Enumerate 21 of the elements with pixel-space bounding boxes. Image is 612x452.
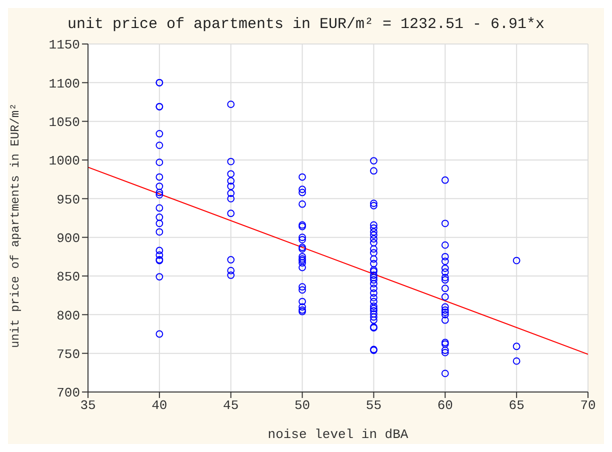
x-tick-label: 35 [80, 398, 96, 414]
y-tick-label: 1150 [48, 38, 80, 53]
y-tick-label: 750 [56, 346, 80, 362]
x-tick-label: 40 [152, 398, 168, 414]
x-tick-label: 70 [580, 398, 596, 414]
y-tick-label: 1100 [48, 76, 80, 92]
y-tick-label: 850 [56, 270, 80, 285]
x-tick-label: 50 [294, 398, 310, 414]
y-tick-label: 1000 [48, 154, 80, 169]
y-tick-label: 900 [56, 230, 80, 246]
x-axis-title: noise level in dBA [268, 427, 408, 442]
y-axis-title: unit price of apartments in EUR/m² [8, 103, 22, 348]
y-tick-label: 700 [56, 386, 80, 401]
x-tick-label: 55 [366, 398, 382, 414]
y-tick-label: 1050 [48, 114, 80, 130]
chart-title: unit price of apartments in EUR/m² = 1232.51 - 6.91*x [67, 16, 545, 33]
x-tick-label: 65 [508, 398, 524, 414]
x-tick-label: 60 [437, 398, 453, 414]
x-tick-label: 45 [223, 398, 239, 414]
y-tick-label: 800 [56, 308, 80, 324]
y-tick-label: 950 [56, 192, 80, 208]
